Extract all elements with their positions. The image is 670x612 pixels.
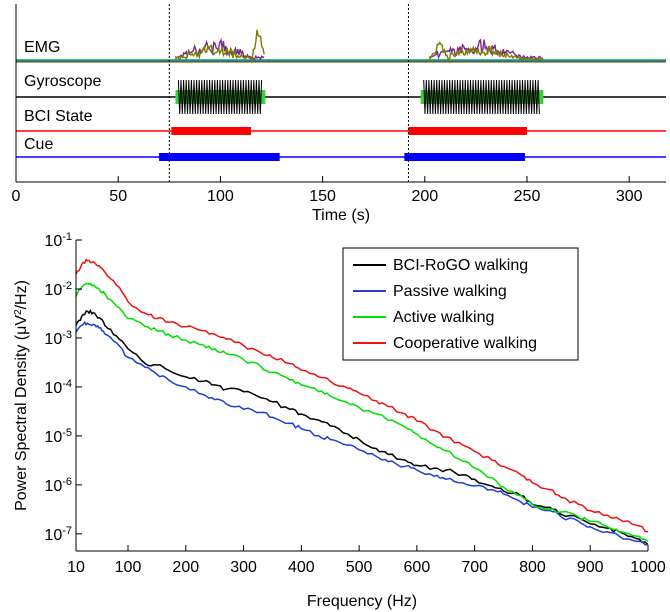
series-bci-rogo-walking <box>75 308 649 546</box>
psd-tick-label-1: 10-2 <box>44 280 72 299</box>
track-label-bci-state: BCI State <box>24 108 93 125</box>
emg-burst-2-a <box>428 38 544 61</box>
legend-label-cooperative-walking: Cooperative walking <box>393 335 537 352</box>
bci-state-on-1 <box>171 127 252 135</box>
freq-tick-label-900: 900 <box>577 559 604 576</box>
time-axis-label: Time (s) <box>312 207 370 224</box>
emg-burst-2-b <box>428 41 544 64</box>
series-passive-walking <box>75 321 649 546</box>
series-active-walking <box>75 282 649 542</box>
time-tick-label-50: 50 <box>109 188 127 205</box>
track-bci-state: BCI State <box>16 108 666 135</box>
emg-burst-1-a <box>174 38 265 61</box>
psd-axes-frame <box>75 240 648 552</box>
cue-on-1 <box>159 153 280 161</box>
track-cue: Cue <box>16 136 666 161</box>
time-axes-frame <box>15 4 666 183</box>
series-cooperative-walking <box>75 258 649 533</box>
psd-axis-label: Power Spectral Density (μV2/Hz) <box>13 280 31 511</box>
psd-axis-ticks: 10 100 200 300 400 500 600 700 800 900 1000 10-1 10-… <box>44 231 665 576</box>
psd-tick-label-6: 10-7 <box>44 525 72 544</box>
legend-label-active-walking: Active walking <box>393 309 494 326</box>
gyroscope-oscillation-1 <box>177 79 263 115</box>
freq-tick-label-500: 500 <box>346 559 373 576</box>
bci-state-on-2 <box>408 127 528 135</box>
frequency-axis-label: Frequency (Hz) <box>307 593 417 610</box>
legend: BCI-RoGO walking Passive walking Active wa… <box>342 247 579 361</box>
psd-tick-label-0: 10-1 <box>44 231 72 250</box>
psd-panel: 10 100 200 300 400 500 600 700 800 900 1000 10-1 10-… <box>13 231 666 610</box>
freq-tick-label-200: 200 <box>172 559 199 576</box>
time-tick-label-250: 250 <box>514 188 541 205</box>
freq-tick-label-1000: 1000 <box>630 559 666 576</box>
legend-box <box>342 247 579 361</box>
freq-tick-label-600: 600 <box>404 559 431 576</box>
psd-axis-label-main: Power Spectral Density (μV <box>13 315 30 511</box>
time-tick-label-200: 200 <box>411 188 438 205</box>
freq-tick-label-800: 800 <box>519 559 546 576</box>
time-tick-label-300: 300 <box>616 188 643 205</box>
freq-tick-label-10: 10 <box>67 559 85 576</box>
emg-burst-1-b <box>174 29 265 62</box>
time-series-panel: EMG Gyroscope BCI State Cue 0 50 100 150 200 250… <box>12 4 666 224</box>
time-axis-ticks: 0 50 100 150 200 250 300 <box>12 176 643 205</box>
signal-tracks: EMG Gyroscope BCI State Cue <box>16 4 666 182</box>
psd-tick-label-4: 10-5 <box>44 427 72 446</box>
psd-series <box>75 258 649 546</box>
freq-tick-label-700: 700 <box>461 559 488 576</box>
track-label-gyroscope: Gyroscope <box>24 73 101 90</box>
track-emg: EMG <box>16 29 666 64</box>
freq-tick-label-400: 400 <box>288 559 315 576</box>
legend-label-passive-walking: Passive walking <box>393 283 507 300</box>
time-tick-label-0: 0 <box>12 188 21 205</box>
psd-tick-label-3: 10-4 <box>44 378 72 397</box>
track-gyroscope: Gyroscope <box>16 73 666 115</box>
track-label-emg: EMG <box>24 39 60 56</box>
psd-tick-label-5: 10-6 <box>44 476 72 495</box>
track-label-cue: Cue <box>24 136 53 153</box>
gyroscope-oscillation-2 <box>423 79 540 115</box>
psd-axis-label-sup: 2 <box>13 309 24 315</box>
legend-label-bci-rogo-walking: BCI-RoGO walking <box>393 257 528 274</box>
psd-tick-label-2: 10-3 <box>44 329 72 348</box>
time-tick-label-150: 150 <box>309 188 336 205</box>
cue-on-2 <box>404 153 525 161</box>
freq-tick-label-300: 300 <box>230 559 257 576</box>
time-tick-label-100: 100 <box>207 188 234 205</box>
freq-tick-label-100: 100 <box>115 559 142 576</box>
psd-axis-label-tail: /Hz) <box>13 280 30 309</box>
